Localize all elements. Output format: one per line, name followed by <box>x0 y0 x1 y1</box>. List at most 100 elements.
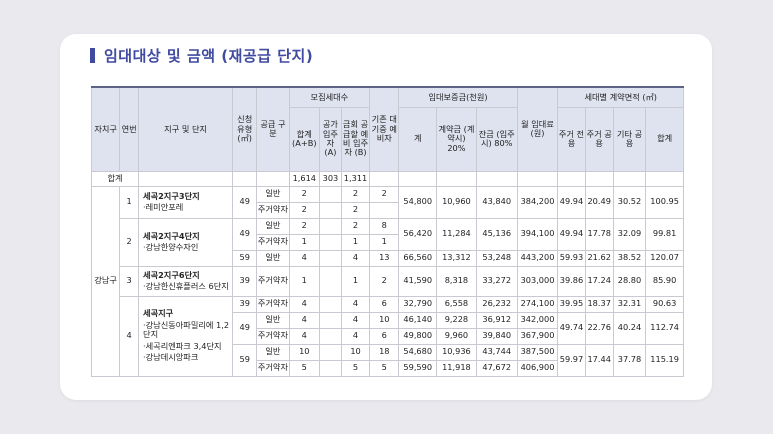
table-row: 59 일반 10 10 18 54,680 10,936 43,744 387,… <box>92 343 684 377</box>
total-cell: 2 <box>288 201 320 219</box>
vacant-cell <box>318 217 342 235</box>
supply-cell: 주거약자 <box>256 201 290 219</box>
header-balance: 잔금 (입주시) 80% <box>475 106 518 172</box>
page-title: 임대대상 및 금액 (재공급 단지) <box>104 46 314 65</box>
existing-cell: 8 <box>369 217 400 235</box>
total-cell: 4 <box>288 249 320 267</box>
supply-cell: 일반 <box>256 249 290 267</box>
header-complex: 지구 및 단지 <box>138 86 234 172</box>
monthly-cell: 274,100 <box>516 295 559 313</box>
existing-cell: 6 <box>369 295 400 313</box>
reserve-cell: 4 <box>340 311 371 329</box>
header-deposit-group: 임대보증금(천원) <box>398 86 518 108</box>
reserve-cell: 2 <box>340 217 371 235</box>
reserve-cell: 4 <box>340 295 371 313</box>
supply-cell: 주거약자 <box>256 265 290 297</box>
vacant-cell <box>318 343 342 361</box>
monthly-cell: 342,000 <box>516 311 559 329</box>
header-supply: 공급 구분 <box>256 86 290 172</box>
balance-cell: 43,744 <box>475 343 518 361</box>
header-exclusive: 주거 전용 <box>557 106 586 172</box>
common-cell: 17.24 <box>584 265 614 297</box>
vacant-cell <box>318 185 342 203</box>
type-cell: 49 <box>232 217 258 251</box>
vacant-cell <box>318 295 342 313</box>
table-row: 주거약자 5 5 5 59,590 11,918 47,672 406,900 <box>92 359 684 377</box>
rental-table: 자치구 연번 지구 및 단지 신청 유형 (㎡) 공급 구분 모집세대수 기존 … <box>90 86 684 377</box>
total-cell: 4 <box>288 295 320 313</box>
header-other: 기타 공용 <box>612 106 647 172</box>
row-no: 3 <box>119 265 140 297</box>
supply-cell: 일반 <box>256 311 290 329</box>
balance-cell: 53,248 <box>475 249 518 267</box>
sum-vacant: 303 <box>318 170 342 187</box>
header-monthly: 월 임대료 (원) <box>516 86 559 172</box>
table-row: 4 세곡지구 ·강남신동아파밀리에 1,2단지 ·세곡리엔파크 3,4단지 ·강… <box>92 295 684 377</box>
existing-cell <box>369 201 400 219</box>
other-cell: 32.31 <box>612 295 647 313</box>
complex-sub: ·강남데시앙파크 <box>143 352 199 363</box>
contract-cell: 10,936 <box>436 343 477 361</box>
existing-cell: 10 <box>369 311 400 329</box>
deposit-cell: 49,800 <box>398 327 438 345</box>
total-cell: 1 <box>288 233 320 251</box>
balance-cell: 43,840 <box>475 185 518 219</box>
header-total: 합계 (A+B) <box>288 106 320 172</box>
header-no: 연번 <box>119 86 140 172</box>
header-common: 주거 공용 <box>584 106 614 172</box>
other-cell: 30.52 <box>612 185 647 219</box>
total-cell: 2 <box>288 185 320 203</box>
common-cell: 18.37 <box>584 295 614 313</box>
area-total-cell: 115.19 <box>645 343 684 377</box>
complex-name: 세곡지구 <box>143 308 174 319</box>
complex-cell: 세곡지구 ·강남신동아파밀리에 1,2단지 ·세곡리엔파크 3,4단지 ·강남데… <box>138 295 234 377</box>
total-cell: 4 <box>288 327 320 345</box>
district-cell: 강남구 <box>90 185 121 377</box>
reserve-cell: 5 <box>340 359 371 377</box>
type-cell: 49 <box>232 311 258 345</box>
common-cell: 17.44 <box>584 343 614 377</box>
sum-total: 1,614 <box>288 170 320 187</box>
sum-reserve: 1,311 <box>340 170 371 187</box>
header-area-group: 세대별 계약면적 (㎡) <box>557 86 684 108</box>
area-total-cell: 85.90 <box>645 265 684 297</box>
supply-cell: 주거약자 <box>256 327 290 345</box>
area-total-cell: 120.07 <box>645 249 684 267</box>
complex-sub: ·레미안포레 <box>143 202 184 212</box>
exclusive-cell: 49.94 <box>557 185 586 219</box>
total-cell: 10 <box>288 343 320 361</box>
contract-cell: 9,228 <box>436 311 477 329</box>
exclusive-cell: 49.74 <box>557 311 586 345</box>
common-cell: 17.78 <box>584 217 614 251</box>
type-cell: 39 <box>232 295 258 313</box>
complex-cell: 세곡2지구3단지 ·레미안포레 <box>138 185 234 219</box>
table-row: 강남구 1 세곡2지구3단지 ·레미안포레 49 일반 2 2 2 54,800… <box>90 185 684 377</box>
deposit-cell: 56,420 <box>398 217 438 251</box>
complex-name: 세곡2지구4단지 <box>143 230 200 241</box>
vacant-cell <box>318 201 342 219</box>
type-cell: 39 <box>232 265 258 297</box>
header-district: 자치구 <box>90 86 121 172</box>
balance-cell: 45,136 <box>475 217 518 251</box>
existing-cell: 1 <box>369 233 400 251</box>
header-type: 신청 유형 (㎡) <box>232 86 258 172</box>
other-cell: 40.24 <box>612 311 647 345</box>
section-title: 임대대상 및 금액 (재공급 단지) <box>90 44 313 66</box>
area-total-cell: 99.81 <box>645 217 684 251</box>
reserve-cell: 4 <box>340 249 371 267</box>
monthly-cell: 443,200 <box>516 249 559 267</box>
exclusive-cell: 49.94 <box>557 217 586 251</box>
other-cell: 38.52 <box>612 249 647 267</box>
table-row: 59 일반 4 4 13 66,560 13,312 53,248 443,20… <box>92 249 684 267</box>
table-row: 3 세곡2지구6단지 ·강남한신휴플러스 6단지 39 주거약자 1 1 2 4… <box>92 265 684 297</box>
area-total-cell: 90.63 <box>645 295 684 313</box>
vacant-cell <box>318 359 342 377</box>
row-no: 1 <box>119 185 140 219</box>
existing-cell: 5 <box>369 359 400 377</box>
reserve-cell: 1 <box>340 233 371 251</box>
contract-cell: 9,960 <box>436 327 477 345</box>
complex-cell: 세곡2지구4단지 ·강남한양수자인 <box>138 217 234 267</box>
type-cell: 59 <box>232 343 258 377</box>
complex-cell: 세곡2지구6단지 ·강남한신휴플러스 6단지 <box>138 265 234 297</box>
existing-cell: 18 <box>369 343 400 361</box>
